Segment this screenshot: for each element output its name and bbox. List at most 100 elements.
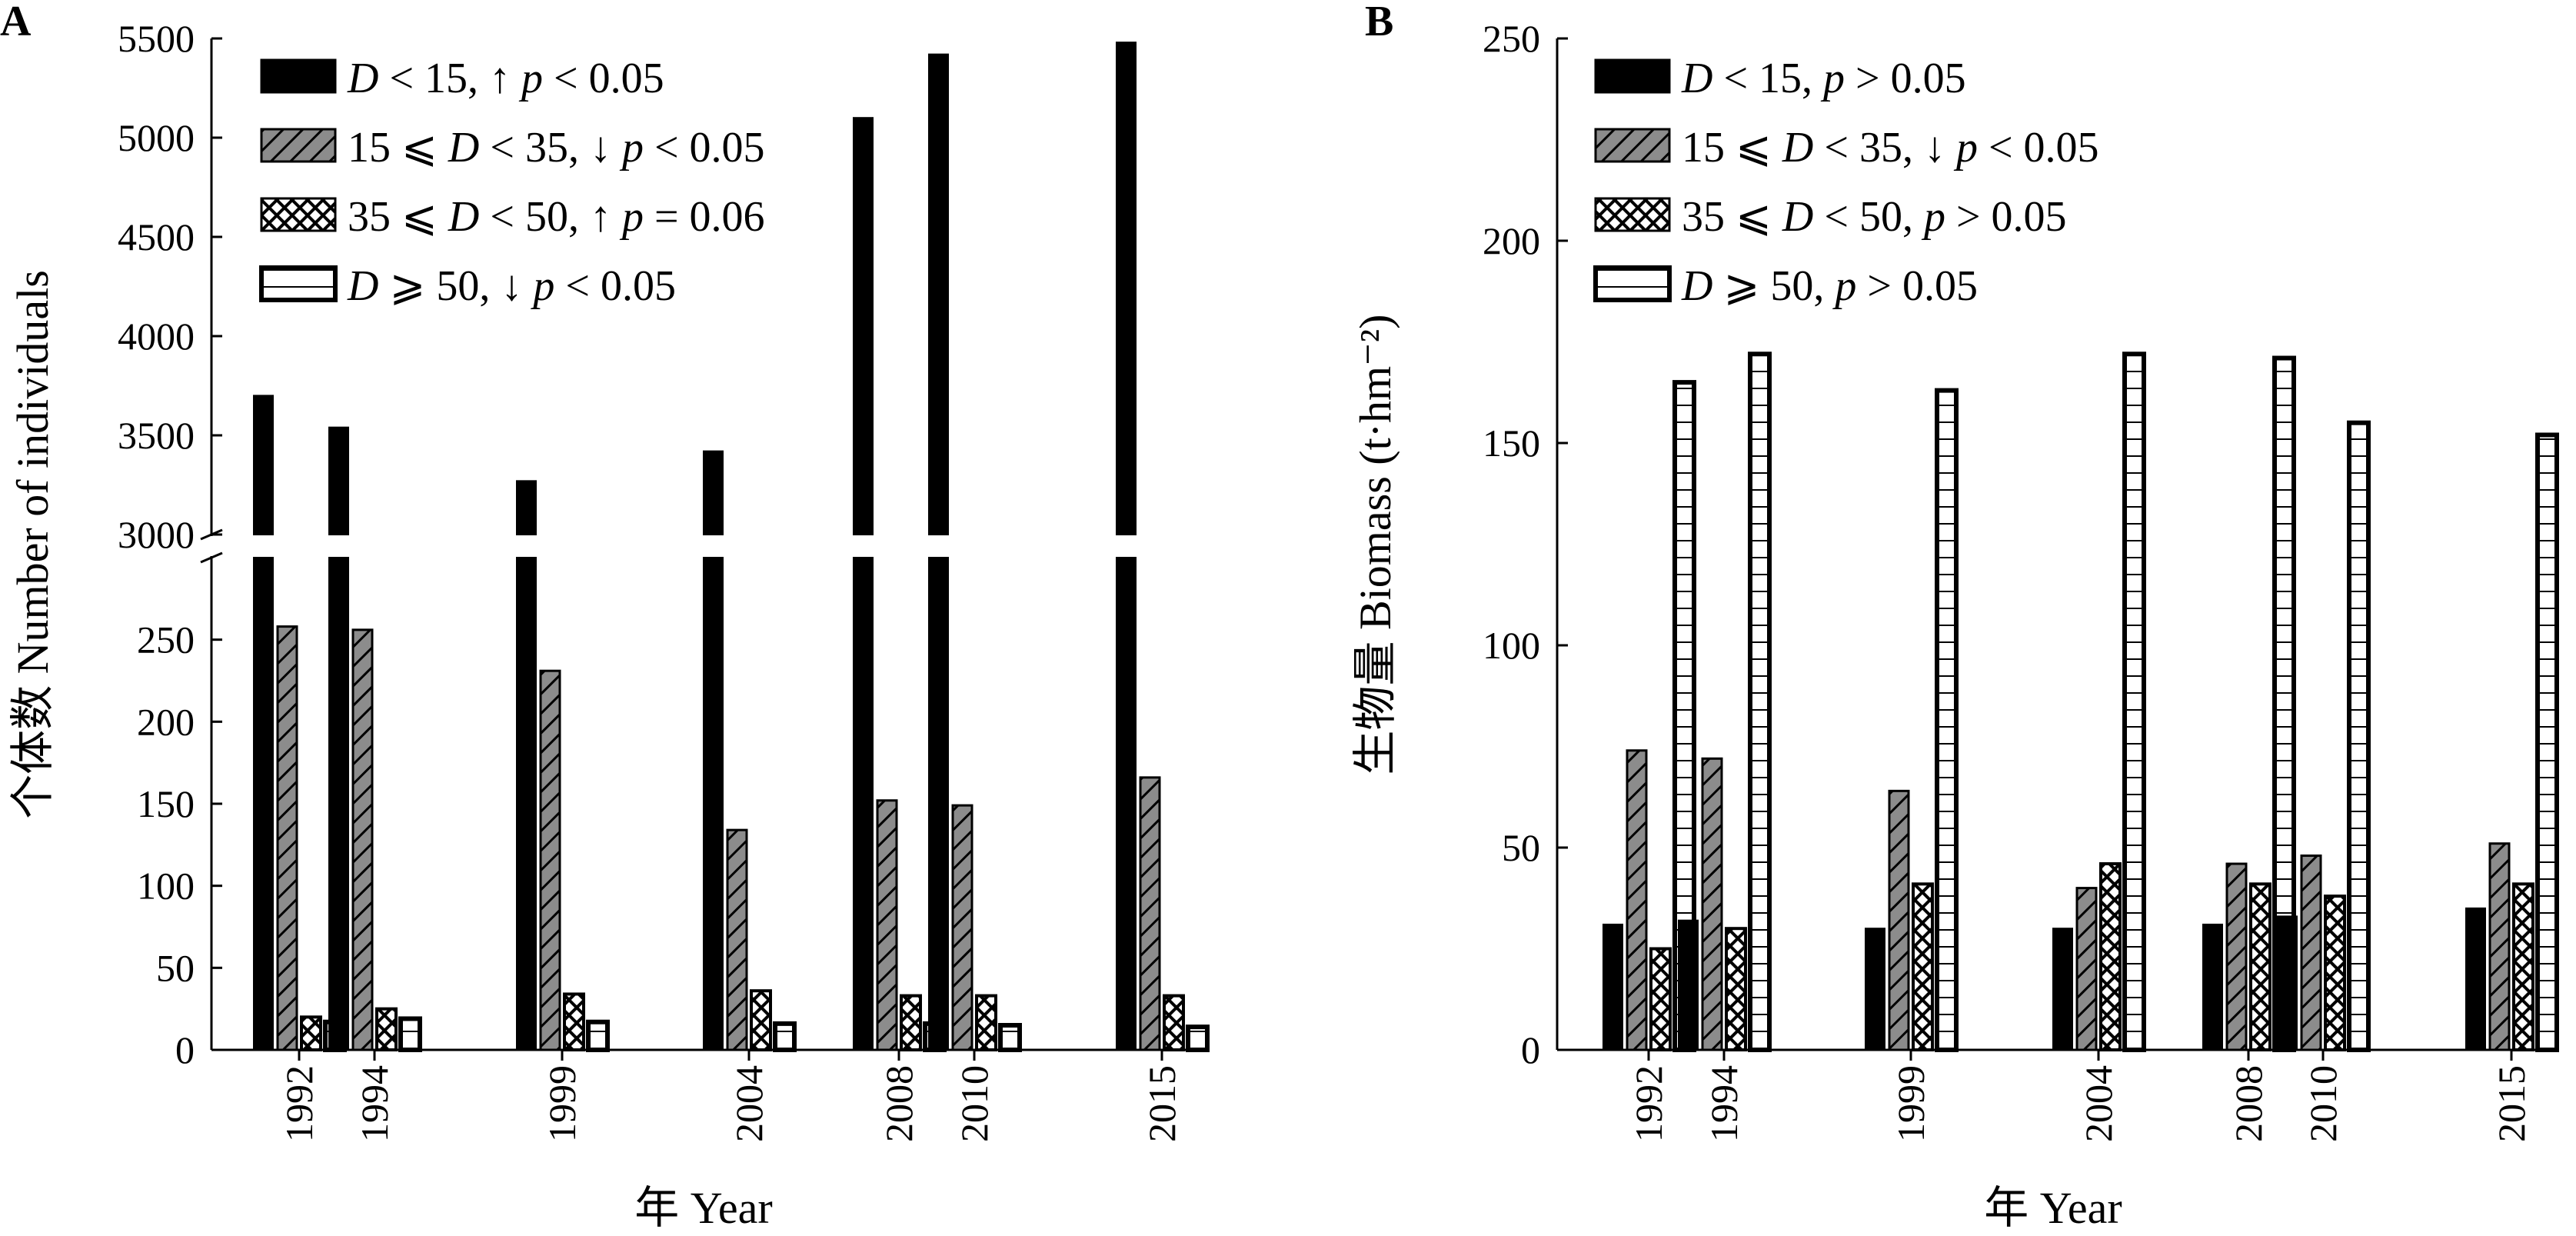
bar-small-2008 [853,117,874,535]
legend-swatch-large [1594,197,1671,232]
legend-swatch-large [260,197,337,232]
x-tick-label: 1994 [1702,1065,1746,1142]
legend-label-medium: 15 ⩽ D < 35, ↓ p < 0.05 [1682,124,2099,172]
y-tick-label: 150 [137,782,195,825]
y-tick-label: 0 [175,1028,195,1071]
bar-small-1992-lower [253,557,274,1051]
bar-xlarge-1999 [1935,388,1959,1052]
bar-large-1992 [1649,947,1672,1051]
bar-large-1999 [563,992,585,1052]
x-tick-label: 2008 [877,1065,920,1142]
bar-xlarge-2004 [2122,351,2146,1052]
bar-large-2008 [900,994,922,1051]
x-tick-label: 2015 [1140,1065,1183,1142]
legend-swatch-small [260,58,337,94]
y-tick-label: 3500 [118,414,195,457]
bar-xlarge-2004 [773,1021,797,1053]
x-axis-title: 年 Year [634,1183,772,1233]
bar-large-1994 [375,1007,398,1051]
x-tick-label: 1999 [1889,1065,1932,1142]
bar-large-1999 [1912,882,1934,1051]
bar-small-1999 [516,480,537,536]
bar-medium-2010 [951,804,973,1051]
y-tick-label: 0 [1521,1028,1540,1071]
y-tick-label: 100 [1483,624,1540,667]
bar-small-1999 [1865,928,1885,1051]
y-tick-label: 5500 [118,17,195,60]
legend-swatch-medium [1594,128,1671,163]
bar-medium-1992 [1626,749,1648,1051]
legend-label-large: 35 ⩽ D < 50, p > 0.05 [1682,193,2067,241]
bar-small-1994-lower [328,557,349,1051]
axis-break-mark [200,551,223,564]
bar-large-2010 [2324,895,2346,1051]
bar-small-2015-lower [1116,557,1137,1051]
bar-medium-2015 [1139,776,1161,1051]
legend-label-medium: 15 ⩽ D < 35, ↓ p < 0.05 [348,124,765,172]
bar-xlarge-2015 [1186,1024,1210,1052]
bar-xlarge-1994 [1748,351,1772,1052]
bar-small-1999-lower [516,557,537,1051]
bar-xlarge-1994 [398,1016,422,1053]
x-tick-label: 1992 [278,1065,321,1142]
bar-small-2004-lower [703,557,724,1051]
bar-medium-1999 [539,669,561,1051]
x-tick-label: 2010 [953,1065,996,1142]
bar-large-2015 [2512,882,2534,1051]
bar-large-1992 [300,1015,322,1052]
bar-medium-2008 [876,799,898,1051]
bar-small-2008 [2202,923,2223,1051]
bar-xlarge-2015 [2535,432,2559,1052]
y-axis-title: 个体数 Number of individuals [8,270,58,819]
legend-label-large: 35 ⩽ D < 50, ↑ p = 0.06 [348,193,765,241]
x-tick-label: 2004 [727,1065,770,1142]
y-tick-label: 4000 [118,315,195,358]
legend-swatch-xlarge [259,265,338,302]
bar-medium-1994 [1701,757,1723,1051]
bar-small-1992 [253,395,274,536]
bar-medium-2010 [2300,855,2322,1051]
panel-b-chart: B 0 50 100 150 200 250 1992 1994 1999 2004 2008 2010… [1350,0,2559,1233]
panel-label-b: B [1365,0,1393,45]
bar-small-1994 [328,426,349,535]
y-tick-label: 100 [137,865,195,908]
x-tick-label: 2008 [2227,1065,2270,1142]
y-tick-label: 5000 [118,116,195,159]
x-tick-label: 2015 [2490,1065,2533,1142]
panel-a-chart: A 0 50 100 150 200 250 3000 3500 4000 4500 5000 5500… [0,0,1210,1233]
bar-medium-2008 [2225,862,2248,1051]
bar-small-1992 [1603,923,1623,1051]
x-tick-label: 2004 [2077,1065,2120,1142]
bar-small-2004 [703,450,724,536]
y-tick-label: 4500 [118,215,195,258]
bar-xlarge-1999 [586,1019,610,1052]
bar-small-2004 [2052,928,2073,1051]
bar-medium-2004 [726,828,748,1051]
y-tick-label: 3000 [118,513,195,556]
bar-medium-2015 [2488,842,2511,1051]
bar-small-2010-lower [928,557,949,1051]
x-tick-label: 1999 [541,1065,584,1142]
bar-medium-1999 [1888,789,1910,1051]
legend-swatch-xlarge [1593,265,1672,302]
bar-small-2008-lower [853,557,874,1051]
bar-medium-1992 [276,625,298,1051]
bar-xlarge-2010 [998,1023,1022,1052]
y-tick-label: 250 [137,618,195,661]
y-tick-label: 150 [1483,421,1540,465]
bar-large-2008 [2249,882,2271,1051]
bar-small-2015 [1116,42,1137,536]
y-axis-title: 生物量 Biomass (t·hm⁻²) [1350,315,1400,775]
bar-large-2010 [975,994,997,1051]
y-tick-label: 200 [1483,219,1540,262]
bar-small-1994 [1678,919,1699,1051]
bar-large-2004 [750,989,772,1051]
y-tick-label: 50 [1502,826,1540,869]
bar-medium-1994 [351,628,374,1051]
panel-label-a: A [0,0,32,45]
bar-xlarge-2010 [2347,420,2371,1052]
x-tick-label: 1994 [353,1065,396,1142]
bar-small-2015 [2465,907,2486,1051]
legend-label-xlarge: D ⩾ 50, p > 0.05 [1681,262,1978,310]
